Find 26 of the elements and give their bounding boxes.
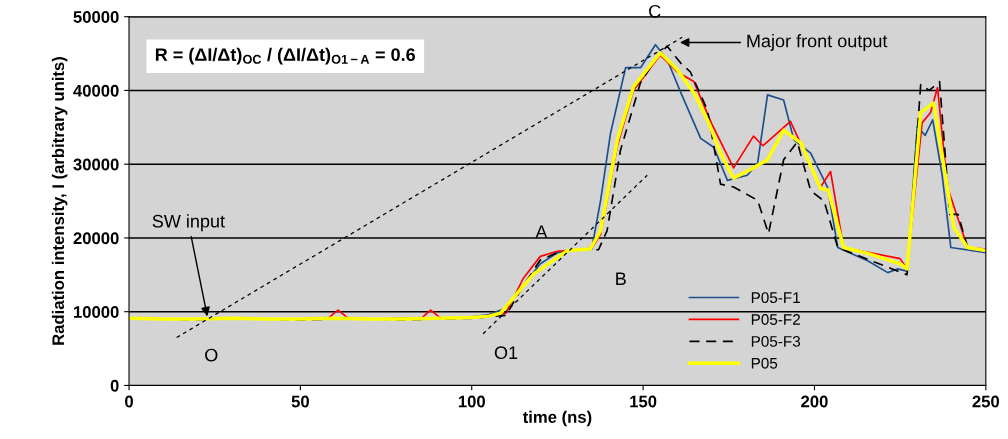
x-tick-label: 0 — [125, 395, 133, 408]
annotation: R = (ΔI/Δt)$_{OC}$ / (ΔI/Δt)$_{O1−A}$ = 0.6 — [155, 47, 416, 65]
x-tick-label: 50 — [291, 395, 309, 408]
annotation: C — [649, 4, 661, 18]
y-tick-label: 40000 — [73, 84, 119, 97]
legend-label: P05 — [751, 357, 778, 369]
x-tick-label: 150 — [630, 395, 657, 408]
y-tick-label: 0 — [110, 379, 119, 392]
annotation: B — [616, 272, 626, 285]
annotation: SW input — [152, 214, 225, 232]
x-tick-label: 250 — [972, 395, 1000, 408]
y-tick-label: 20000 — [73, 232, 119, 245]
annotation: O — [205, 348, 218, 362]
x-axis-title: time (ns) — [522, 410, 592, 427]
legend-label: P05-F3 — [751, 335, 801, 347]
annotation: O1 — [494, 346, 518, 360]
x-tick-label: 100 — [458, 395, 485, 408]
annotation: Major front output — [747, 34, 888, 51]
legend-label: P05-F1 — [751, 292, 800, 304]
y-axis-title: Radiation intensity, I (arbitrary units) — [51, 57, 68, 345]
legend-label: P05-F2 — [751, 314, 800, 325]
annotation: A — [535, 225, 548, 238]
y-tick-label: 30000 — [73, 158, 119, 171]
y-tick-label: 10000 — [74, 306, 119, 318]
y-tick-label: 50000 — [73, 11, 119, 23]
x-tick-label: 200 — [801, 395, 828, 408]
